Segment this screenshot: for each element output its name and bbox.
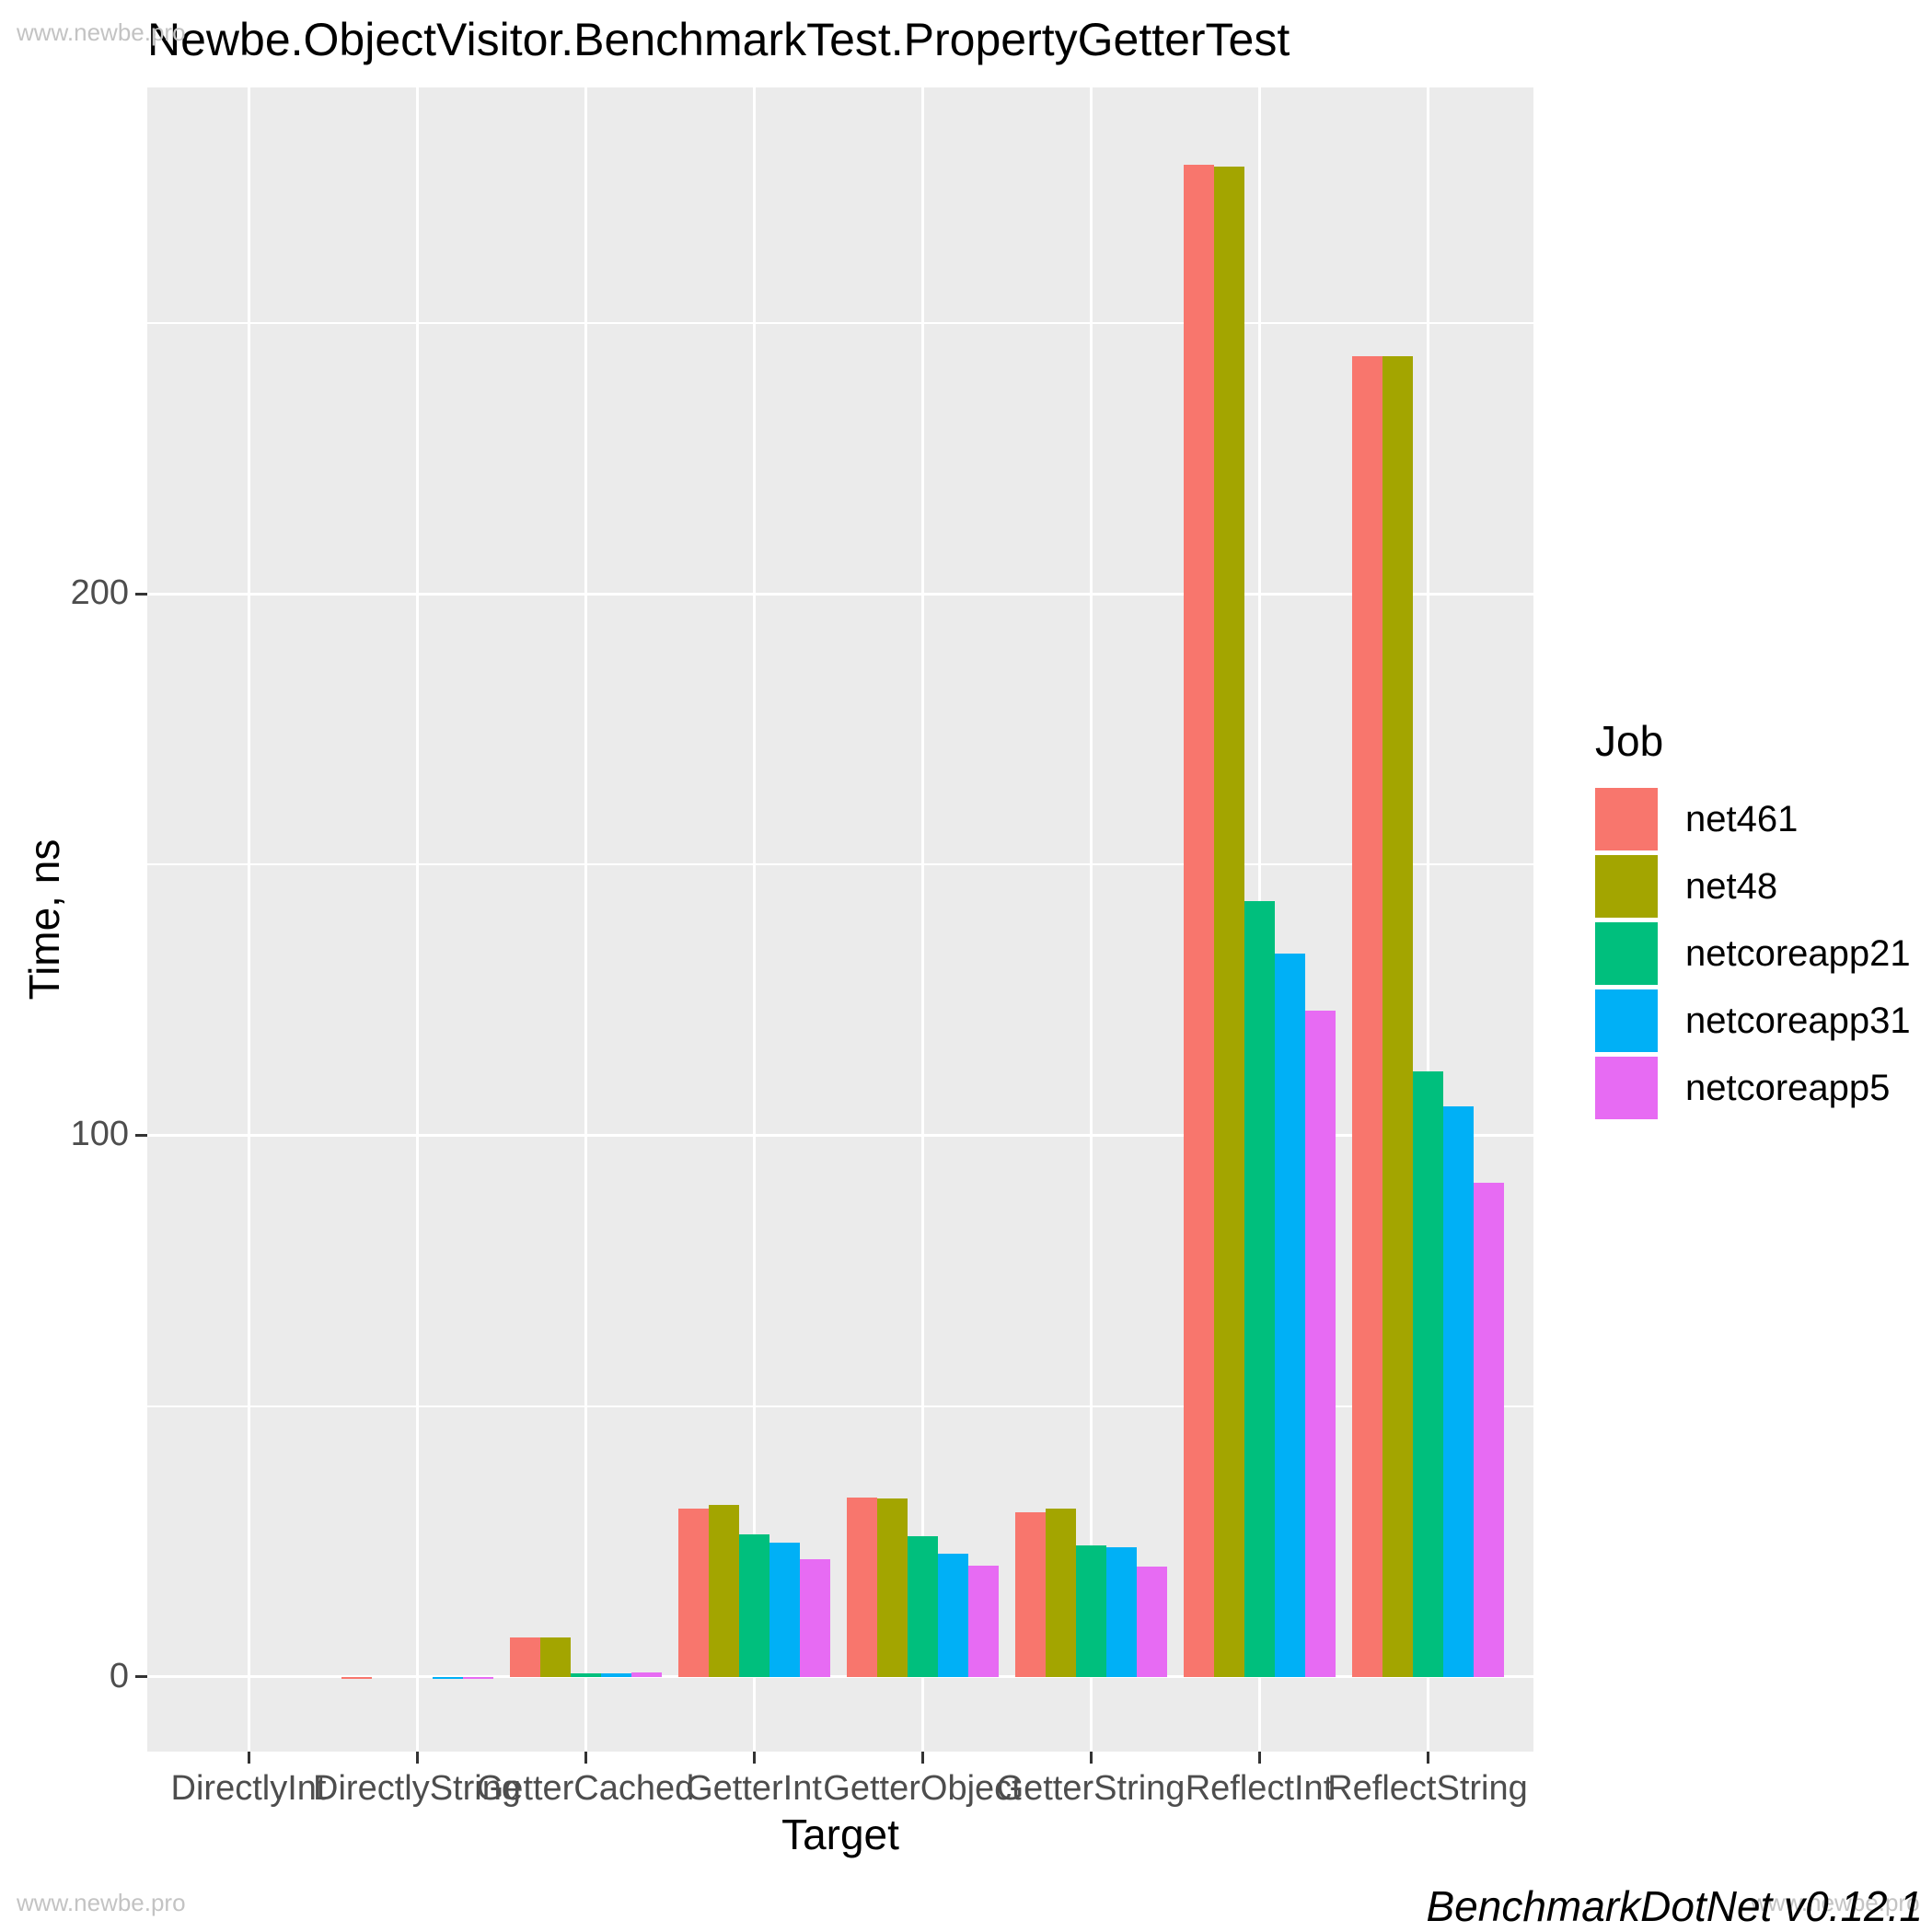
watermark-bottom-right: www.newbe.pro [1751,1889,1920,1916]
x-tick-mark [920,1752,924,1764]
bar-GetterObject-netcoreapp21 [907,1535,938,1677]
bar-GetterString-netcoreapp31 [1105,1546,1137,1677]
y-tick-label: 100 [70,1115,129,1154]
x-tick-mark [415,1752,419,1764]
y-tick-mark [135,592,147,596]
x-tick-label: GetterInt [686,1769,822,1808]
bar-GetterObject-netcoreapp31 [937,1554,968,1677]
legend-rows: net461 net48 netcoreapp21 netcoreapp31 netco… [1595,788,1926,1119]
legend-label: netcoreapp31 [1685,1000,1911,1041]
legend-label: net461 [1685,798,1799,839]
bar-ReflectString-netcoreapp31 [1442,1106,1474,1677]
bar-GetterInt-netcoreapp21 [738,1534,769,1677]
legend: Job net461 net48 netcoreapp21 netcoreapp31 n… [1595,716,1926,1124]
bar-GetterInt-netcoreapp31 [769,1542,800,1677]
bar-GetterInt-net48 [708,1504,739,1677]
bar-DirectlyString-netcoreapp5 [462,1676,493,1679]
x-tick-label: DirectlyInt [170,1769,327,1808]
bar-GetterString-net48 [1045,1508,1076,1677]
bar-GetterCached-net48 [539,1637,571,1677]
legend-label: net48 [1685,865,1778,907]
bar-ReflectInt-netcoreapp5 [1304,1011,1336,1677]
gridline-minor-h [147,321,1533,324]
page-title: Newbe.ObjectVisitor.BenchmarkTest.Proper… [147,14,1290,65]
bar-GetterObject-net461 [846,1498,877,1677]
plot-panel [147,87,1533,1752]
gridline-v [1426,87,1429,1752]
bar-ReflectString-netcoreapp21 [1412,1071,1443,1677]
gridline-major-h [147,1133,1533,1137]
benchmark-version-caption: BenchmarkDotNet v0.12.1 [1426,1882,1924,1930]
legend-key: net48 [1595,855,1926,918]
legend-swatch [1595,989,1658,1052]
bar-GetterInt-netcoreapp5 [799,1559,830,1677]
bar-DirectlyString-netcoreapp31 [432,1676,463,1679]
gridline-major-h [147,592,1533,596]
legend-label: netcoreapp5 [1685,1067,1891,1108]
bar-ReflectInt-netcoreapp21 [1244,901,1275,1677]
gridline-v [752,87,756,1752]
x-tick-label: GetterCached [476,1769,695,1808]
gridline-minor-h [147,1405,1533,1407]
watermark-top-left: www.newbe.pro [17,18,186,46]
legend-key: netcoreapp21 [1595,922,1926,985]
legend-swatch [1595,922,1658,985]
bar-ReflectString-net48 [1382,355,1413,1677]
gridline-v [415,87,419,1752]
legend-label: netcoreapp21 [1685,932,1911,974]
bar-ReflectString-net461 [1351,355,1382,1677]
bar-GetterCached-net461 [509,1637,540,1677]
bar-GetterObject-net48 [876,1498,908,1677]
x-tick-label: GetterString [996,1769,1186,1808]
watermark-bottom-left: www.newbe.pro [17,1889,186,1916]
gridline-v [584,87,587,1752]
legend-key: netcoreapp31 [1595,989,1926,1052]
y-tick-mark [135,1133,147,1137]
bar-GetterString-net461 [1014,1511,1046,1677]
bar-ReflectInt-netcoreapp31 [1274,953,1305,1677]
x-tick-mark [1089,1752,1093,1764]
bar-GetterString-netcoreapp5 [1136,1566,1167,1677]
bar-GetterCached-netcoreapp5 [631,1672,662,1677]
x-tick-label: ReflectString [1327,1769,1528,1808]
x-tick-mark [1426,1752,1429,1764]
gridline-v [247,87,250,1752]
x-tick-label: GetterObject [823,1769,1022,1808]
bar-ReflectString-netcoreapp5 [1473,1183,1504,1677]
x-tick-label: ReflectInt [1185,1769,1334,1808]
bar-GetterCached-netcoreapp31 [600,1673,631,1677]
x-tick-mark [247,1752,250,1764]
x-tick-label: DirectlyString [313,1769,521,1808]
bar-ReflectInt-net461 [1183,164,1214,1677]
legend-key: net461 [1595,788,1926,850]
x-tick-mark [1257,1752,1261,1764]
x-tick-mark [752,1752,756,1764]
y-tick-label: 200 [70,573,129,613]
y-tick-mark [135,1675,147,1679]
x-tick-mark [584,1752,587,1764]
x-axis-title: Target [781,1811,899,1858]
bar-GetterCached-netcoreapp21 [570,1673,601,1677]
legend-key: netcoreapp5 [1595,1057,1926,1119]
gridline-v [1089,87,1093,1752]
legend-swatch [1595,1057,1658,1119]
bar-DirectlyString-net461 [341,1676,372,1679]
y-axis-title: Time, ns [20,839,68,1001]
bar-GetterString-netcoreapp21 [1075,1544,1106,1677]
legend-swatch [1595,855,1658,918]
bar-ReflectInt-net48 [1213,166,1244,1677]
legend-title: Job [1595,717,1664,765]
gridline-minor-h [147,863,1533,866]
legend-swatch [1595,788,1658,850]
bar-GetterObject-netcoreapp5 [967,1566,999,1677]
gridline-v [920,87,924,1752]
gridline-major-h [147,1675,1533,1679]
bar-GetterInt-net461 [677,1508,709,1677]
y-tick-label: 0 [109,1656,129,1695]
